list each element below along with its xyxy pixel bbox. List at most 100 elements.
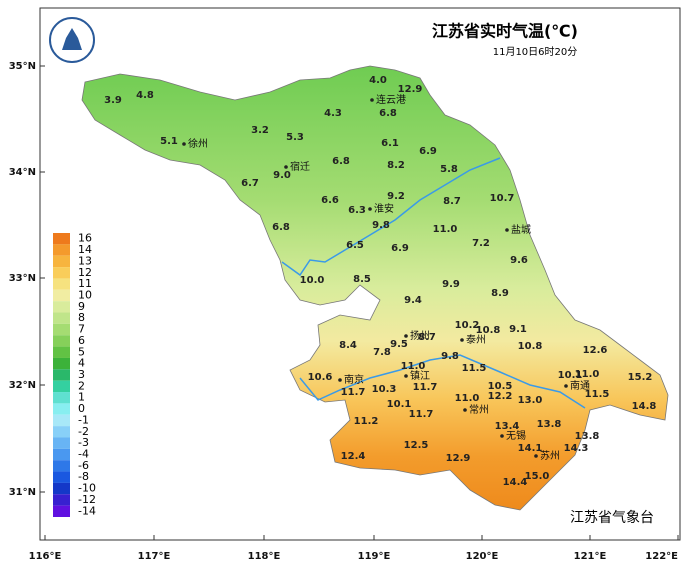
lon-label: 116°E: [29, 551, 62, 562]
legend-swatch: [53, 505, 70, 517]
lon-label: 119°E: [358, 551, 391, 562]
station-value: 6.3: [348, 205, 366, 216]
city-dot: [460, 338, 464, 342]
station-value: 11.0: [401, 361, 426, 372]
legend-label: 14: [78, 243, 92, 256]
station-value: 6.6: [321, 195, 339, 206]
footer: 江苏省气象台: [570, 510, 654, 526]
legend-label: 12: [78, 266, 92, 279]
legend-label: 6: [78, 334, 85, 347]
station-value: 5.8: [440, 164, 458, 175]
station-value: 10.8: [476, 325, 501, 336]
station-value: 9.6: [510, 255, 528, 266]
legend-label: -2: [78, 425, 89, 438]
station-value: 5.3: [286, 132, 304, 143]
station-value: 13.8: [575, 431, 600, 442]
legend-label: -10: [78, 482, 96, 495]
legend-label: -6: [78, 459, 89, 472]
city-name: 连云港: [376, 93, 406, 106]
city-name: 徐州: [188, 137, 208, 150]
legend-swatch: [53, 267, 70, 279]
legend-swatch: [53, 301, 70, 313]
station-value: 9.8: [372, 220, 390, 231]
city-name: 无锡: [506, 429, 526, 442]
city-dot: [404, 334, 408, 338]
legend-swatch: [53, 426, 70, 438]
city-name: 镇江: [410, 369, 430, 382]
station-value: 14.4: [503, 477, 528, 488]
city-dot: [370, 98, 374, 102]
station-value: 8.4: [339, 340, 357, 351]
legend-swatch: [53, 369, 70, 381]
station-value: 11.0: [455, 393, 480, 404]
station-value: 14.3: [564, 443, 589, 454]
legend-swatch: [53, 448, 70, 461]
legend-label: -12: [78, 493, 96, 506]
lat-label: 32°N: [9, 380, 36, 391]
station-value: 4.3: [324, 108, 342, 119]
station-value: 8.2: [387, 160, 405, 171]
city-name: 宿迁: [290, 160, 310, 173]
legend-swatch: [53, 346, 70, 358]
legend-swatch: [53, 323, 70, 336]
legend-swatch: [53, 312, 70, 324]
legend-swatch: [53, 380, 70, 393]
station-value: 10.7: [490, 193, 515, 204]
station-value: 3.2: [251, 125, 269, 136]
station-value: 11.0: [433, 224, 458, 235]
legend-swatch: [53, 233, 70, 245]
city-dot: [463, 408, 467, 412]
station-value: 7.2: [472, 238, 490, 249]
legend-label: 4: [78, 357, 85, 370]
legend-swatch: [53, 437, 70, 449]
station-value: 10.3: [372, 384, 397, 395]
legend-swatch: [53, 278, 70, 290]
city-name: 南京: [344, 373, 364, 386]
province-shape: [81, 65, 669, 511]
legend-swatch: [53, 357, 70, 370]
legend-label: -14: [78, 504, 96, 517]
river: [299, 354, 586, 409]
legend-swatch: [53, 403, 70, 415]
legend-label: -4: [78, 448, 89, 461]
legend-label: 0: [78, 402, 85, 415]
city-dot: [182, 142, 186, 146]
lon-label: 120°E: [466, 551, 499, 562]
station-value: 15.2: [628, 372, 653, 383]
station-value: 3.9: [104, 95, 122, 106]
river: [281, 157, 501, 277]
legend-label: -1: [78, 413, 89, 426]
station-value: 12.4: [341, 451, 366, 462]
city-dot: [404, 374, 408, 378]
lon-label: 121°E: [574, 551, 607, 562]
station-value: 11.7: [409, 409, 434, 420]
lon-label: 118°E: [248, 551, 281, 562]
legend-label: 9: [78, 300, 85, 313]
station-value: 6.9: [391, 243, 409, 254]
station-value: 13.0: [518, 395, 543, 406]
legend-label: 13: [78, 254, 92, 267]
station-value: 12.2: [488, 391, 513, 402]
station-value: 12.9: [398, 84, 423, 95]
city-name: 盐城: [511, 223, 531, 236]
station-value: 12.6: [583, 345, 608, 356]
city-dot: [505, 228, 509, 232]
station-value: 8.9: [491, 288, 509, 299]
lon-label: 122°E: [645, 551, 678, 562]
station-value: 9.4: [404, 295, 422, 306]
station-value: 6.8: [272, 222, 290, 233]
station-value: 7.8: [373, 347, 391, 358]
station-value: 4.0: [369, 75, 387, 86]
lat-label: 35°N: [9, 61, 36, 72]
station-value: 11.5: [462, 363, 487, 374]
station-value: 15.0: [525, 471, 550, 482]
station-value: 10.1: [558, 370, 583, 381]
legend-swatch: [53, 335, 70, 347]
legend-label: 3: [78, 368, 85, 381]
city-name: 苏州: [540, 449, 560, 462]
legend-swatch: [53, 471, 70, 483]
station-value: 5.1: [160, 136, 178, 147]
station-value: 14.1: [518, 443, 543, 454]
station-value: 13.4: [495, 421, 520, 432]
